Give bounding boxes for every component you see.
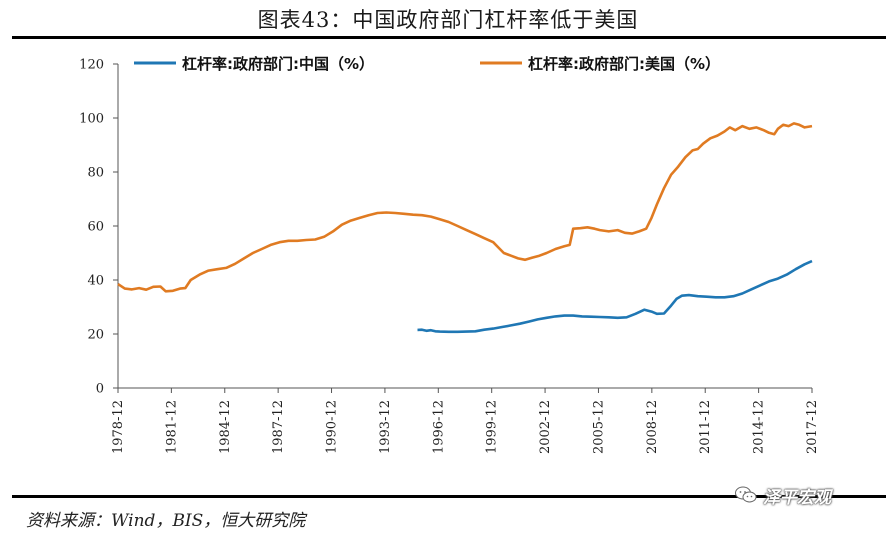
bottom-rule [12, 495, 886, 498]
x-tick-label: 1993-12 [378, 400, 393, 454]
y-tick-label: 20 [87, 328, 104, 343]
chart-title: 图表43：中国政府部门杠杆率低于美国 [257, 8, 639, 32]
x-tick-label: 1996-12 [431, 400, 446, 454]
x-tick-label: 1984-12 [218, 400, 233, 454]
y-tick-label: 0 [96, 382, 104, 397]
x-tick-label: 2014-12 [752, 400, 767, 454]
x-tick-label: 2002-12 [538, 400, 553, 454]
legend-label-china: 杠杆率:政府部门:中国（%） [182, 55, 374, 73]
x-tick-label: 2011-12 [698, 400, 713, 454]
top-rule [12, 36, 886, 39]
wechat-icon [735, 486, 757, 503]
y-tick-label: 40 [87, 274, 104, 289]
x-axis: 1978-12 1981-12 1984-12 1987-12 1990-12 1993-… [111, 387, 820, 454]
y-tick-label: 60 [87, 220, 104, 235]
x-tick-label: 2005-12 [591, 400, 606, 454]
watermark-text: 泽平宏观 [763, 487, 831, 508]
series-line-china [417, 259, 813, 334]
source-note: 资料来源：Wind，BIS，恒大研究院 [26, 511, 306, 531]
y-axis: 0 20 40 60 80 100 120 [79, 58, 119, 397]
x-tick-label: 2008-12 [645, 400, 660, 454]
legend-label-usa: 杠杆率:政府部门:美国（%） [528, 55, 720, 73]
x-tick-label: 1981-12 [164, 400, 179, 454]
x-tick-label: 2017-12 [805, 400, 820, 454]
series-line-usa [117, 122, 813, 293]
series-layer [117, 122, 813, 334]
x-tick-label: 1999-12 [485, 400, 500, 454]
y-tick-label: 120 [79, 58, 104, 73]
x-tick-label: 1978-12 [111, 400, 126, 454]
x-tick-label: 1987-12 [271, 400, 286, 454]
legend: 杠杆率:政府部门:中国（%） 杠杆率:政府部门:美国（%） [134, 55, 720, 73]
watermark: 泽平宏观 [735, 482, 831, 508]
x-tick-label: 1990-12 [325, 400, 340, 454]
y-tick-label: 100 [79, 112, 104, 127]
y-tick-label: 80 [87, 166, 104, 181]
